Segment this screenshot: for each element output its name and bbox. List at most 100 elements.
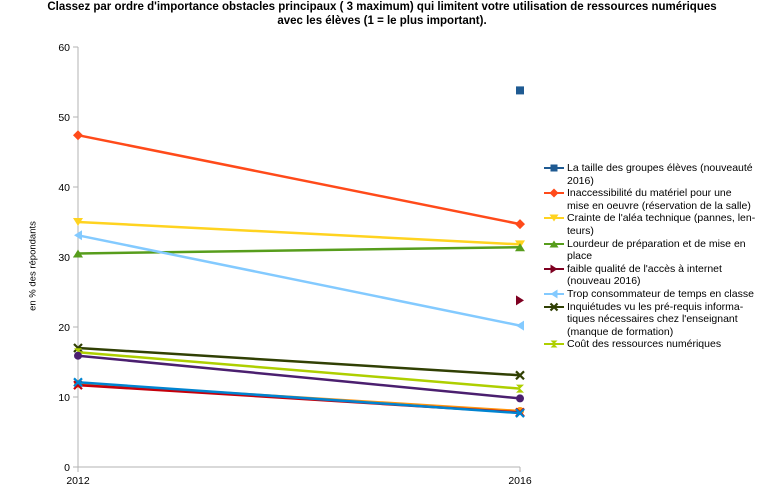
data-point: [515, 243, 525, 252]
legend-swatch: [543, 288, 565, 300]
legend-swatch: [543, 301, 565, 313]
legend: La taille des groupes élèves (nouveauté 2…: [543, 162, 758, 351]
legend-label: Crainte de l'aléa technique (pannes, len…: [567, 212, 758, 237]
data-point: [516, 384, 524, 393]
legend-swatch-graphic: [544, 340, 564, 348]
legend-item: La taille des groupes élèves (nouveauté 2…: [543, 162, 758, 187]
legend-label-line: place: [567, 250, 593, 263]
legend-item: Lourdeur de préparation et de mise en pla…: [543, 238, 758, 263]
legend-swatch: [543, 187, 565, 199]
legend-swatch-marker: [550, 340, 558, 348]
legend-label-line: faible qualité de l'accès à internet: [567, 262, 722, 275]
data-point: [516, 86, 524, 95]
legend-label: Coût des ressources numériques: [567, 338, 758, 351]
legend-item: Crainte de l'aléa technique (pannes, len…: [543, 212, 758, 237]
legend-swatch-graphic: [544, 289, 564, 299]
legend-label: Inquiétudes vu les pré-requis informa-ti…: [567, 301, 758, 339]
legend-swatch-marker: [549, 302, 559, 311]
data-point: [73, 249, 83, 258]
legend-swatch-graphic: [544, 302, 564, 311]
legend-label-line: Inquiétudes vu les pré-requis informa-: [567, 300, 744, 313]
series-line: [77, 245, 521, 255]
legend-label-line: (manque de formation): [567, 325, 674, 338]
series-8: [74, 351, 524, 403]
legend-swatch-marker: [550, 289, 558, 299]
legend-label-line: 2016): [567, 174, 594, 187]
series-1: [73, 130, 525, 230]
data-point: [74, 351, 82, 360]
chart-title-line-1: Classez par ordre d'importance obstacles…: [47, 1, 717, 13]
y-tick-label: 20: [58, 322, 70, 334]
series-5: [74, 230, 524, 331]
y-tick-label: 50: [58, 112, 70, 124]
legend-label-line: mise en oeuvre (réservation de la salle): [567, 199, 751, 212]
legend-label-line: Crainte de l'aléa technique (pannes, len…: [567, 212, 756, 225]
series-line: [77, 133, 521, 226]
x-tick-label: 2016: [508, 475, 532, 487]
series-6: [73, 343, 525, 381]
legend-swatch-graphic: [544, 240, 564, 248]
legend-label: faible qualité de l'accès à internet (nou…: [567, 263, 758, 288]
y-tick-label: 10: [58, 392, 70, 404]
legend-swatch: [543, 212, 565, 224]
series-11: [73, 377, 525, 418]
chart-title: Classez par ordre d'importance obstacles…: [0, 0, 764, 28]
legend-item: Inaccessibilité du matériel pour une mise…: [543, 187, 758, 212]
data-point: [515, 408, 525, 418]
legend-label-line: Trop consommateur de temps en classe: [567, 287, 754, 300]
legend-swatch-graphic: [544, 264, 564, 274]
series-line: [77, 354, 521, 400]
y-tick-label: 60: [58, 42, 70, 54]
legend-label: Trop consommateur de temps en classe: [567, 288, 758, 301]
legend-item: Coût des ressources numériques: [543, 338, 758, 351]
legend-label-line: Inaccessibilité du matériel pour une: [567, 187, 732, 200]
data-point: [516, 394, 524, 403]
series-4: [516, 295, 524, 306]
legend-item: faible qualité de l'accès à internet (nou…: [543, 263, 758, 288]
series-2: [73, 218, 525, 249]
legend-swatch: [543, 162, 565, 174]
legend-swatch: [543, 238, 565, 250]
data-point: [74, 230, 82, 241]
legend-label: Lourdeur de préparation et de mise en pla…: [567, 238, 758, 263]
data-point: [515, 370, 525, 381]
legend-swatch-marker: [549, 188, 559, 198]
legend-item: Trop consommateur de temps en classe: [543, 288, 758, 301]
legend-label-line: La taille des groupes élèves (nouveauté: [567, 162, 753, 174]
series-0: [516, 86, 524, 95]
data-point: [73, 343, 83, 353]
legend-label: Inaccessibilité du matériel pour une mise…: [567, 187, 758, 212]
legend-label-line: Coût des ressources numériques: [567, 338, 722, 351]
series-line: [77, 350, 521, 390]
series-line: [77, 346, 521, 377]
legend-swatch-marker: [549, 214, 559, 222]
legend-swatch: [543, 263, 565, 275]
legend-label-line: Lourdeur de préparation et de mise en: [567, 237, 746, 250]
legend-swatch-graphic: [544, 188, 564, 198]
chart-title-line-2: avec les élèves (1 = le plus important).: [277, 15, 487, 27]
y-tick-label: 30: [58, 252, 70, 264]
data-point: [516, 320, 524, 331]
legend-label-line: teurs): [567, 224, 594, 237]
series-line: [77, 381, 521, 415]
legend-swatch-graphic: [544, 214, 564, 222]
legend-swatch-marker: [549, 240, 559, 248]
series-3: [73, 243, 525, 258]
legend-label-line: tiques nécessaires chez l'enseignant: [567, 313, 738, 326]
data-point: [73, 218, 83, 226]
x-tick-label: 2012: [66, 475, 90, 487]
legend-swatch: [543, 338, 565, 350]
data-point: [73, 130, 83, 141]
series-line: [77, 234, 521, 327]
y-tick-label: 0: [64, 462, 70, 474]
y-tick-label: 40: [58, 182, 70, 194]
legend-label-line: (nouveau 2016): [567, 275, 641, 288]
y-axis-label: en % des répondants: [27, 221, 39, 311]
legend-item: Inquiétudes vu les pré-requis informa-ti…: [543, 301, 758, 339]
series-line: [77, 220, 521, 246]
legend-label: La taille des groupes élèves (nouveauté 2…: [567, 162, 758, 187]
data-point: [515, 219, 525, 230]
data-point: [516, 295, 524, 306]
legend-swatch-marker: [550, 264, 558, 274]
legend-swatch-marker: [550, 164, 558, 172]
